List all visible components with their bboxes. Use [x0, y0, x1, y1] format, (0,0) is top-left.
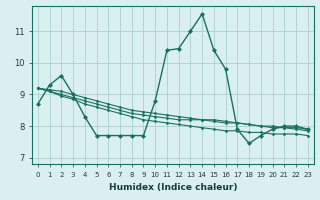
X-axis label: Humidex (Indice chaleur): Humidex (Indice chaleur) — [108, 183, 237, 192]
